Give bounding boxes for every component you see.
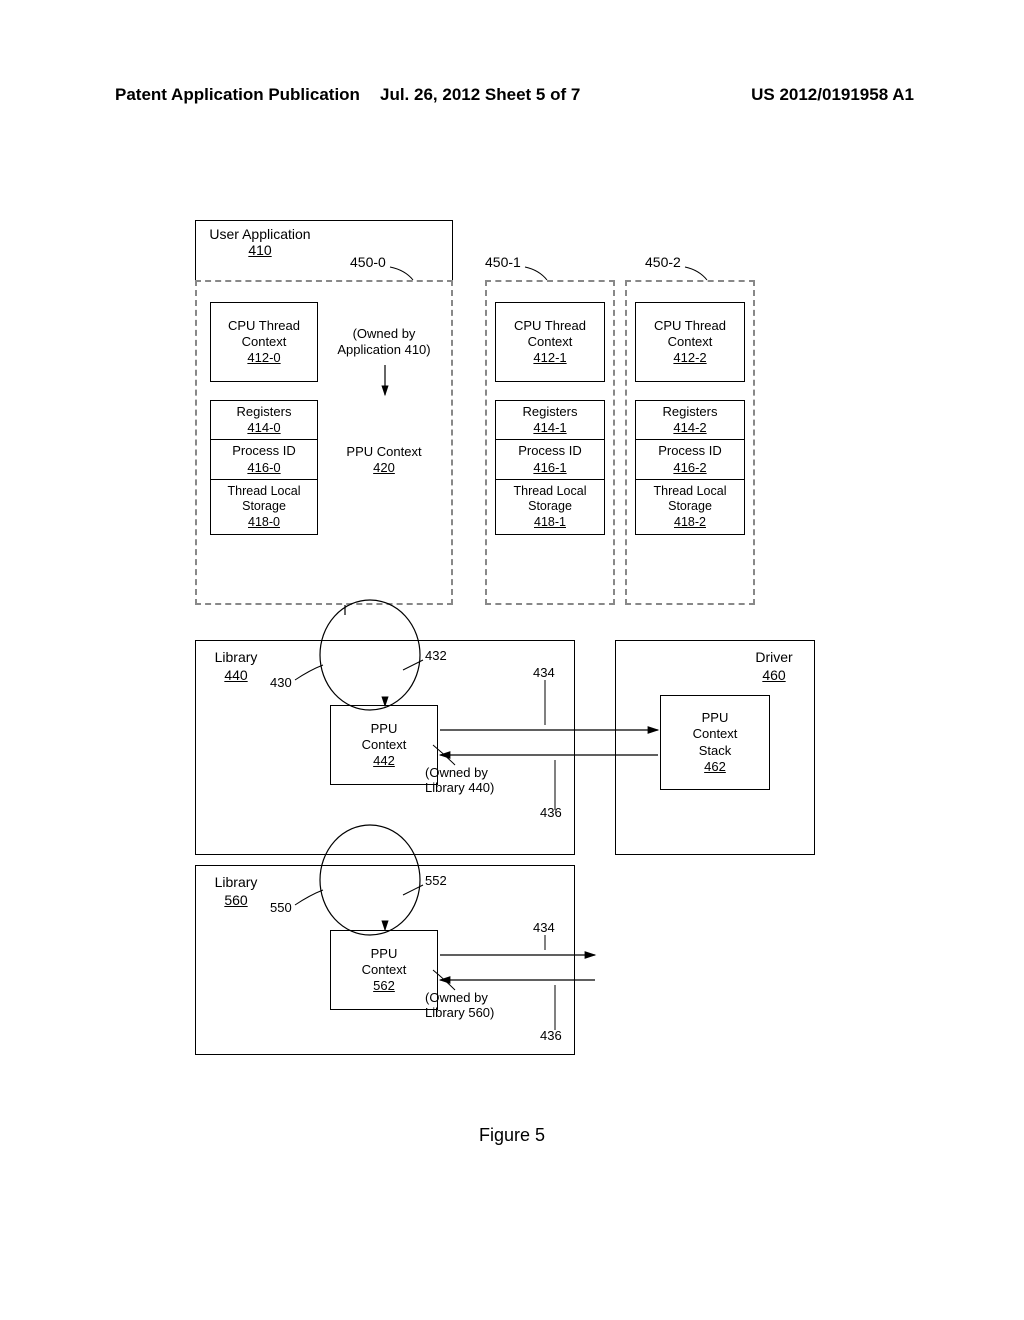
- callout-450-2: 450-2: [645, 254, 681, 270]
- ppu562-l1: PPU: [371, 946, 398, 962]
- drv-ref: 460: [762, 667, 785, 683]
- reg2-l1: Registers: [663, 404, 718, 420]
- driver-460-label: Driver 460: [744, 649, 804, 684]
- owned-by-lib-560: (Owned by Library 560): [425, 990, 515, 1020]
- ctx2-l1: CPU Thread: [654, 318, 726, 334]
- thread-local-storage-0: Thread Local Storage 418-0: [210, 480, 318, 535]
- ppu562-l2: Context: [362, 962, 407, 978]
- ppu-context-420: PPU Context 420: [330, 430, 438, 490]
- ppu-context-562: PPU Context 562: [330, 930, 438, 1010]
- annot-436b: 436: [540, 1028, 562, 1043]
- annot-434: 434: [533, 665, 555, 680]
- cpu-thread-context-0: CPU Thread Context 412-0: [210, 302, 318, 382]
- registers-2: Registers 414-2: [635, 400, 745, 440]
- ctx0-l1: CPU Thread: [228, 318, 300, 334]
- userapp-ref: 410: [248, 242, 271, 258]
- lib440-l1: Library: [215, 649, 258, 665]
- lib440-ref: 440: [224, 667, 247, 683]
- patent-page: Patent Application Publication Jul. 26, …: [0, 0, 1024, 1320]
- thread-local-storage-2: Thread Local Storage 418-2: [635, 480, 745, 535]
- ctx2-l2: Context: [668, 334, 713, 350]
- tls2-l2: Storage: [668, 499, 712, 515]
- tls2-ref: 418-2: [674, 515, 706, 531]
- tls2-l1: Thread Local: [654, 484, 727, 500]
- tls1-l1: Thread Local: [514, 484, 587, 500]
- cpu-thread-context-1: CPU Thread Context 412-1: [495, 302, 605, 382]
- tls1-l2: Storage: [528, 499, 572, 515]
- ppu-context-stack-462: PPU Context Stack 462: [660, 695, 770, 790]
- reg1-ref: 414-1: [533, 420, 566, 436]
- callout-450-1: 450-1: [485, 254, 521, 270]
- ppu442-l2: Context: [362, 737, 407, 753]
- lib560-ref: 560: [224, 892, 247, 908]
- header-left: Patent Application Publication: [115, 85, 360, 105]
- thread-local-storage-1: Thread Local Storage 418-1: [495, 480, 605, 535]
- ppu442-l1: PPU: [371, 721, 398, 737]
- pid1-l1: Process ID: [518, 443, 582, 459]
- tls0-l1: Thread Local: [228, 484, 301, 500]
- stack-l2: Context: [693, 726, 738, 742]
- ctx1-l2: Context: [528, 334, 573, 350]
- cpu-thread-context-2: CPU Thread Context 412-2: [635, 302, 745, 382]
- ctx0-ref: 412-0: [247, 350, 280, 366]
- callout-450-0: 450-0: [350, 254, 386, 270]
- annot-436: 436: [540, 805, 562, 820]
- ppu-context-442: PPU Context 442: [330, 705, 438, 785]
- tls0-ref: 418-0: [248, 515, 280, 531]
- pid0-ref: 416-0: [247, 460, 280, 476]
- figure-5: User Application 410 450-0 450-1 450-2 C…: [195, 220, 845, 1100]
- userapp-line1: User Application: [209, 226, 310, 242]
- ppu442-ref: 442: [373, 753, 395, 769]
- reg0-ref: 414-0: [247, 420, 280, 436]
- process-id-2: Process ID 416-2: [635, 440, 745, 480]
- library-440-label: Library 440: [206, 649, 266, 684]
- registers-0: Registers 414-0: [210, 400, 318, 440]
- annot-430: 430: [270, 675, 292, 690]
- reg2-ref: 414-2: [673, 420, 706, 436]
- ctx1-l1: CPU Thread: [514, 318, 586, 334]
- pid0-l1: Process ID: [232, 443, 296, 459]
- pid2-l1: Process ID: [658, 443, 722, 459]
- annot-432: 432: [425, 648, 447, 663]
- ctx0-l2: Context: [242, 334, 287, 350]
- ppu0-l1: PPU Context: [346, 444, 421, 460]
- stack-l1: PPU: [702, 710, 729, 726]
- annot-552: 552: [425, 873, 447, 888]
- figure-caption: Figure 5: [0, 1125, 1024, 1146]
- ppu562-ref: 562: [373, 978, 395, 994]
- annot-550: 550: [270, 900, 292, 915]
- library-560-label: Library 560: [206, 874, 266, 909]
- tls1-ref: 418-1: [534, 515, 566, 531]
- process-id-1: Process ID 416-1: [495, 440, 605, 480]
- ppu0-ref: 420: [373, 460, 395, 476]
- drv-l1: Driver: [755, 649, 792, 665]
- owned-by-app-label: (Owned by Application 410): [330, 302, 438, 382]
- header-mid: Jul. 26, 2012 Sheet 5 of 7: [380, 85, 580, 105]
- stack-l3: Stack: [699, 743, 732, 759]
- ctx1-ref: 412-1: [533, 350, 566, 366]
- reg1-l1: Registers: [523, 404, 578, 420]
- annot-434b: 434: [533, 920, 555, 935]
- process-id-0: Process ID 416-0: [210, 440, 318, 480]
- pid2-ref: 416-2: [673, 460, 706, 476]
- reg0-l1: Registers: [237, 404, 292, 420]
- stack-ref: 462: [704, 759, 726, 775]
- registers-1: Registers 414-1: [495, 400, 605, 440]
- tls0-l2: Storage: [242, 499, 286, 515]
- user-application-label: User Application 410: [205, 226, 315, 258]
- header-right: US 2012/0191958 A1: [751, 85, 914, 105]
- ctx2-ref: 412-2: [673, 350, 706, 366]
- owned-by-lib-440: (Owned by Library 440): [425, 765, 515, 795]
- lib560-l1: Library: [215, 874, 258, 890]
- pid1-ref: 416-1: [533, 460, 566, 476]
- owned0-text: (Owned by Application 410): [330, 326, 438, 359]
